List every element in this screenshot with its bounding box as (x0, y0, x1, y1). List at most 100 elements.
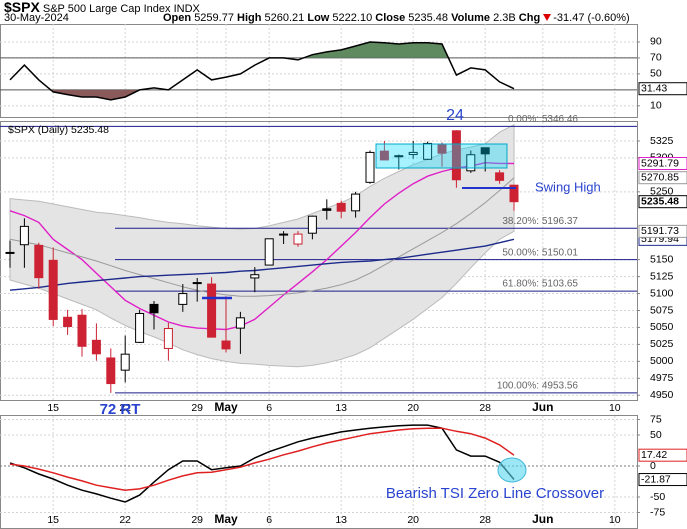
y-tick-label: 50 (650, 68, 662, 80)
x-tick-label: Jun (532, 512, 553, 526)
candle-body (466, 154, 476, 172)
panel-frame (0, 24, 638, 118)
candle-body (34, 244, 44, 279)
symbol-name: S&P 500 Large Cap Index (42, 3, 171, 15)
candle-body (135, 313, 145, 343)
y-tick-label: 5325 (650, 135, 674, 147)
level-fill (10, 42, 514, 58)
candle-body (423, 142, 433, 160)
y-tick-label: 5025 (650, 338, 674, 350)
last-close: 5235.48 (71, 124, 109, 136)
candle-body (264, 238, 274, 266)
annotation: 24 (446, 107, 464, 124)
x-tick-label: 22 (119, 402, 131, 414)
x-tick-label: May (214, 400, 238, 414)
candle-body (365, 151, 375, 183)
field-label: Volume (451, 12, 491, 24)
candle-body (5, 251, 15, 254)
value-label-box (638, 82, 687, 96)
fib-label: 50.00%: 5150.01 (502, 247, 578, 258)
x-tick-label: 13 (335, 514, 347, 526)
y-tick-label: 5150 (650, 253, 674, 265)
value-label: 5235.48 (641, 195, 679, 207)
field-label: Low (307, 12, 330, 24)
series-line (9, 427, 515, 491)
y-tick-label: 4950 (650, 389, 674, 401)
x-tick-label: 28 (479, 402, 491, 414)
x-tick-label: 15 (47, 402, 59, 414)
x-tick-label: 13 (335, 402, 347, 414)
candle-body (408, 151, 418, 156)
field-value: 5259.77 (194, 12, 234, 24)
candle-body (192, 282, 202, 285)
candle-body (120, 353, 130, 371)
y-tick-label: 5000 (650, 355, 674, 367)
y-tick-label: 10 (650, 100, 662, 112)
x-tick-label: 15 (47, 514, 59, 526)
field-value: 5222.10 (332, 12, 373, 24)
candle-body (279, 233, 289, 236)
fib-label: 38.20%: 5196.37 (502, 216, 578, 227)
field-label: Chg (518, 12, 541, 24)
candle-body (250, 274, 260, 279)
y-tick-label: 5075 (650, 304, 674, 316)
moving-average (9, 238, 515, 291)
x-tick-label: 22 (119, 514, 131, 526)
y-tick-label: 75 (650, 413, 662, 425)
field-value: -31.47 (-0.60%) (553, 12, 630, 24)
candle-body (293, 233, 303, 245)
y-tick-label: 50 (650, 429, 662, 441)
y-tick-label: 70 (650, 52, 662, 64)
fib-label: 61.80%: 5103.65 (502, 279, 578, 290)
y-tick-label: 5100 (650, 287, 674, 299)
y-tick-label: -75 (650, 506, 665, 518)
annotation: Bearish TSI Zero Line Crossover (386, 485, 604, 502)
value-label: 5291.79 (641, 157, 679, 169)
x-tick-label: 28 (479, 514, 491, 526)
series-line (9, 41, 515, 101)
candle-body (235, 317, 245, 329)
value-label-box (638, 224, 687, 238)
value-label: -21.87 (641, 473, 671, 485)
candle-body (63, 316, 73, 327)
candle-body (221, 340, 231, 350)
candle-body (480, 147, 490, 155)
y-tick-label: -50 (650, 491, 665, 503)
x-tick-label: 10 (609, 514, 621, 526)
value-label: 5270.85 (641, 171, 679, 183)
candle-body (77, 314, 87, 347)
moving-average (9, 161, 515, 331)
field-value: 2.3B (493, 12, 516, 24)
x-tick-label: May (214, 512, 238, 526)
candle-body (207, 283, 217, 338)
candle-body (19, 225, 29, 246)
fib-label: 0.00%: 5346.46 (508, 114, 578, 125)
crossover-marker (497, 457, 527, 483)
value-label: 17.42 (641, 449, 667, 461)
plot: 1050709049504975500050255050507551005125… (0, 24, 687, 528)
y-tick-label: 5125 (650, 270, 674, 282)
title: $SPX (Daily) (8, 124, 68, 136)
candle-body (178, 293, 188, 305)
value-label: 31.43 (641, 82, 667, 94)
date: 30-May-2024 (4, 12, 69, 24)
fib-label: 100.00%: 4953.56 (497, 380, 579, 391)
x-tick-label: 20 (407, 402, 419, 414)
candle-body (394, 155, 404, 158)
panel-frame (0, 415, 638, 529)
candle-body (322, 208, 332, 211)
field-value: 5235.48 (408, 12, 449, 24)
value-label-box (638, 448, 687, 462)
candle-body (351, 193, 361, 212)
symbol: $SPX (4, 0, 40, 15)
annotation: Swing High (535, 179, 601, 194)
x-tick-label: Jun (532, 400, 553, 414)
x-tick-label: 29 (191, 514, 203, 526)
value-label-box (638, 195, 687, 209)
consolidation-box (375, 143, 508, 169)
y-tick-label: 4975 (650, 372, 674, 384)
candle-body (451, 130, 461, 181)
series-line (9, 424, 515, 503)
candle-body (509, 184, 519, 203)
